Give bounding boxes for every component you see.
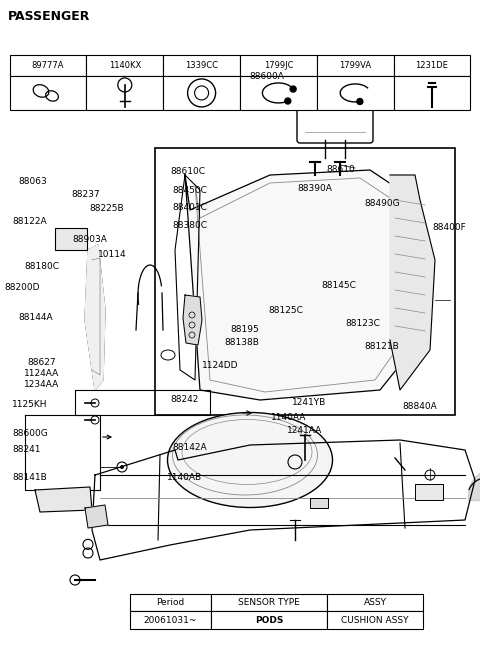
Text: 88610C: 88610C [170, 167, 205, 176]
Text: 88121B: 88121B [365, 342, 399, 351]
Text: PASSENGER: PASSENGER [8, 10, 90, 23]
Text: 10114: 10114 [98, 250, 127, 259]
Text: 1234AA: 1234AA [24, 380, 59, 389]
Text: 88380C: 88380C [173, 221, 208, 230]
Text: 88123C: 88123C [346, 319, 381, 328]
Ellipse shape [168, 413, 333, 507]
Text: 88144A: 88144A [18, 313, 53, 322]
Text: 1339CC: 1339CC [185, 61, 218, 70]
Polygon shape [85, 245, 105, 390]
Text: 88600A: 88600A [250, 72, 285, 81]
Text: PODS: PODS [255, 616, 284, 625]
Text: 88138B: 88138B [225, 338, 260, 347]
Bar [327, 594, 423, 611]
Polygon shape [183, 295, 202, 345]
Bar [327, 611, 423, 629]
Text: 1799VA: 1799VA [339, 61, 371, 70]
Text: 88400F: 88400F [432, 223, 466, 232]
Text: 1124AA: 1124AA [24, 369, 59, 378]
Bar [211, 611, 327, 629]
Text: 88125C: 88125C [269, 306, 304, 315]
Polygon shape [35, 487, 92, 512]
Text: 88450C: 88450C [173, 186, 208, 195]
Text: SENSOR TYPE: SENSOR TYPE [239, 598, 300, 607]
Bar [155, 148, 455, 415]
Bar [130, 611, 211, 629]
Text: 1140AB: 1140AB [167, 473, 202, 482]
Circle shape [357, 98, 363, 105]
Bar [10, 76, 86, 110]
Ellipse shape [161, 350, 175, 360]
Text: CUSHION ASSY: CUSHION ASSY [341, 616, 409, 625]
FancyBboxPatch shape [297, 92, 373, 143]
Bar [394, 76, 470, 110]
Text: 1140AA: 1140AA [271, 413, 307, 422]
Text: 88401C: 88401C [173, 203, 208, 212]
Text: 89777A: 89777A [32, 61, 64, 70]
Bar [317, 55, 394, 76]
Text: 88390A: 88390A [298, 184, 333, 193]
Text: 88600G: 88600G [12, 429, 48, 438]
Text: ASSY: ASSY [363, 598, 386, 607]
Text: 88225B: 88225B [89, 204, 124, 213]
Text: 88145C: 88145C [322, 281, 357, 291]
Bar [240, 55, 317, 76]
Bar [415, 484, 443, 500]
Bar [310, 498, 328, 508]
Bar [130, 594, 211, 611]
Text: 1124DD: 1124DD [202, 361, 238, 370]
Text: 1231DE: 1231DE [416, 61, 448, 70]
Text: 1799JC: 1799JC [264, 61, 293, 70]
Text: 88903A: 88903A [72, 235, 107, 244]
Text: 88195: 88195 [230, 325, 259, 334]
Text: 88200D: 88200D [5, 283, 40, 292]
Text: 88237: 88237 [71, 190, 100, 199]
Polygon shape [85, 505, 108, 528]
Bar [163, 76, 240, 110]
Bar [317, 76, 394, 110]
Polygon shape [185, 170, 420, 400]
Text: 1140KX: 1140KX [108, 61, 141, 70]
Bar [86, 76, 163, 110]
Bar [55, 228, 87, 250]
Circle shape [290, 86, 296, 92]
Text: 88627: 88627 [28, 358, 57, 367]
Text: 1241YB: 1241YB [292, 398, 326, 407]
Text: 88180C: 88180C [24, 262, 59, 271]
Bar [394, 55, 470, 76]
Polygon shape [390, 175, 435, 390]
Text: 88490G: 88490G [365, 199, 400, 208]
Bar [10, 55, 86, 76]
Text: 88122A: 88122A [12, 217, 47, 226]
Circle shape [120, 465, 124, 469]
Bar [86, 55, 163, 76]
Text: 88840A: 88840A [402, 402, 437, 411]
Text: 88141B: 88141B [12, 473, 47, 482]
Text: 20061031~: 20061031~ [144, 616, 197, 625]
Bar [240, 76, 317, 110]
Text: 1125KH: 1125KH [12, 400, 48, 409]
Text: 88142A: 88142A [173, 443, 207, 452]
Text: 1241AA: 1241AA [287, 426, 322, 435]
Text: 88610: 88610 [326, 165, 355, 174]
Text: 88063: 88063 [18, 177, 47, 186]
Text: Period: Period [156, 598, 185, 607]
Bar [163, 55, 240, 76]
Text: 88241: 88241 [12, 445, 40, 454]
Bar [211, 594, 327, 611]
Text: 88242: 88242 [170, 395, 199, 404]
Circle shape [285, 98, 291, 104]
